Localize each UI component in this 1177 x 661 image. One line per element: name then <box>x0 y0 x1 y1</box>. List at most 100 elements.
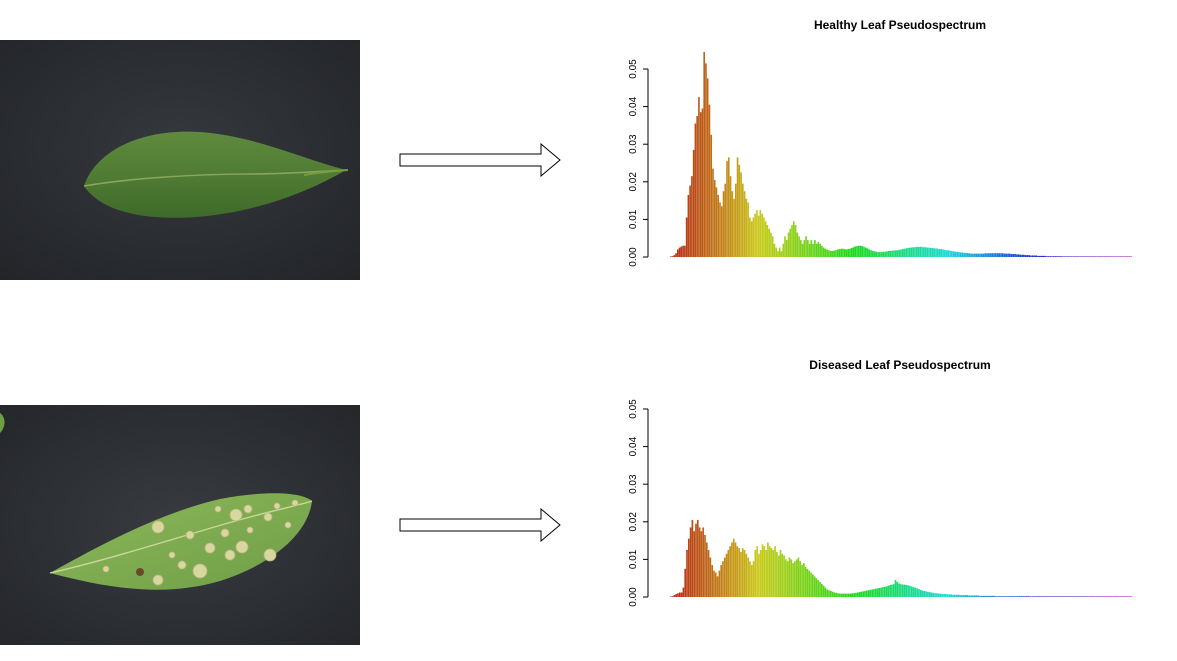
histogram-bar <box>782 243 785 257</box>
histogram-bar <box>1029 596 1032 597</box>
diseased-pseudospectrum-chart: Diseased Leaf Pseudospectrum 0.00 0.01 0.0… <box>600 350 1160 620</box>
histogram-bar <box>900 249 902 257</box>
histogram-bar <box>768 546 771 597</box>
histogram-bar <box>1079 256 1081 257</box>
histogram-bar <box>689 527 692 597</box>
histogram-bar <box>865 590 868 597</box>
histogram-bar <box>770 232 772 257</box>
histogram-bar <box>879 252 881 257</box>
histogram-bar <box>822 247 825 257</box>
histogram-bar <box>1061 596 1064 597</box>
histogram-bar <box>671 596 674 597</box>
histogram-bar <box>807 240 809 257</box>
histogram-bar <box>713 179 716 257</box>
histogram-bar <box>826 249 828 257</box>
histogram-bar <box>682 587 685 597</box>
histogram-bar <box>941 593 944 597</box>
histogram-bar <box>1033 596 1035 597</box>
histogram-bar <box>680 246 683 257</box>
histogram-bar <box>1070 596 1073 597</box>
histogram-bar <box>757 215 760 257</box>
histogram-bar <box>829 590 832 597</box>
histogram-bar <box>835 592 838 597</box>
histogram-bar <box>828 590 830 597</box>
histogram-bar <box>1051 596 1053 597</box>
histogram-bar <box>808 243 811 257</box>
histogram-bar <box>815 578 818 597</box>
histogram-bar <box>1068 256 1071 257</box>
histogram-bar <box>1101 596 1104 597</box>
histogram-bar <box>1078 596 1080 597</box>
histogram-bar <box>927 591 929 597</box>
histogram-bar <box>873 589 875 597</box>
histogram-bar <box>900 584 902 597</box>
histogram-bar <box>756 546 758 597</box>
histogram-bar <box>878 587 881 597</box>
histogram-bar <box>1092 596 1095 597</box>
histogram-bar <box>763 546 766 597</box>
histogram-bar <box>745 553 748 597</box>
histogram-bar <box>859 245 862 257</box>
histogram-bar <box>810 240 813 257</box>
histogram-bar <box>1044 255 1046 257</box>
histogram-bar <box>838 249 841 257</box>
histogram-bar <box>673 255 676 257</box>
histogram-bar <box>950 594 953 597</box>
histogram-bar <box>894 250 897 257</box>
histogram-bar <box>852 247 855 257</box>
histogram-bar <box>1088 256 1090 257</box>
histogram-bar <box>924 247 927 257</box>
histogram-bar <box>777 555 780 597</box>
histogram-bar <box>857 245 860 257</box>
histogram-bar <box>792 563 794 597</box>
histogram-bar <box>1108 596 1111 597</box>
histogram-bar <box>723 557 726 597</box>
histogram-bar <box>842 593 845 597</box>
histogram-bar <box>749 217 751 257</box>
histogram-bar <box>885 586 888 597</box>
histogram-bar <box>991 595 994 597</box>
histogram-bar <box>1031 255 1034 257</box>
histogram-bar <box>1010 253 1013 257</box>
histogram-bar <box>701 108 704 257</box>
histogram-bar <box>945 250 948 257</box>
histogram-bar <box>722 191 725 257</box>
histogram-bar <box>1003 253 1006 257</box>
histogram-bar <box>1051 256 1053 257</box>
chart-title: Diseased Leaf Pseudospectrum <box>809 358 990 372</box>
histogram-bar <box>1114 596 1116 597</box>
histogram-bar <box>779 550 782 597</box>
histogram-bar <box>1012 253 1015 257</box>
histogram-bar <box>988 595 990 597</box>
histogram-bar <box>944 249 946 257</box>
histogram-bar <box>1098 256 1101 257</box>
histogram-bar <box>837 593 839 597</box>
histogram-bar <box>1045 596 1048 597</box>
histogram-bar <box>1013 596 1015 597</box>
histogram-bar <box>821 583 823 597</box>
histogram-bar <box>774 546 776 597</box>
histogram-bar <box>905 584 908 597</box>
histogram-bar <box>956 251 958 257</box>
histogram-bar <box>822 585 825 597</box>
histogram-bar <box>952 251 955 257</box>
histogram-bar <box>754 550 757 597</box>
histogram-bar <box>905 248 908 257</box>
histogram-bar <box>1035 255 1037 257</box>
histogram-bar <box>923 590 926 597</box>
histogram-bar <box>1107 256 1110 257</box>
histogram-bar <box>1005 253 1008 257</box>
histogram-bar <box>1121 596 1123 597</box>
histogram-bar <box>961 252 964 257</box>
histogram-bar <box>791 225 793 257</box>
histogram-bar <box>712 168 714 257</box>
histogram-bar <box>915 246 918 257</box>
histogram-bar <box>945 593 947 597</box>
histogram-bar <box>1069 596 1071 597</box>
histogram-bar <box>1130 596 1132 597</box>
histogram-bar <box>995 596 998 597</box>
histogram-bar <box>955 594 958 597</box>
histogram-bar <box>854 246 857 257</box>
histogram-bar <box>845 249 848 257</box>
histogram-bar <box>1065 596 1068 597</box>
